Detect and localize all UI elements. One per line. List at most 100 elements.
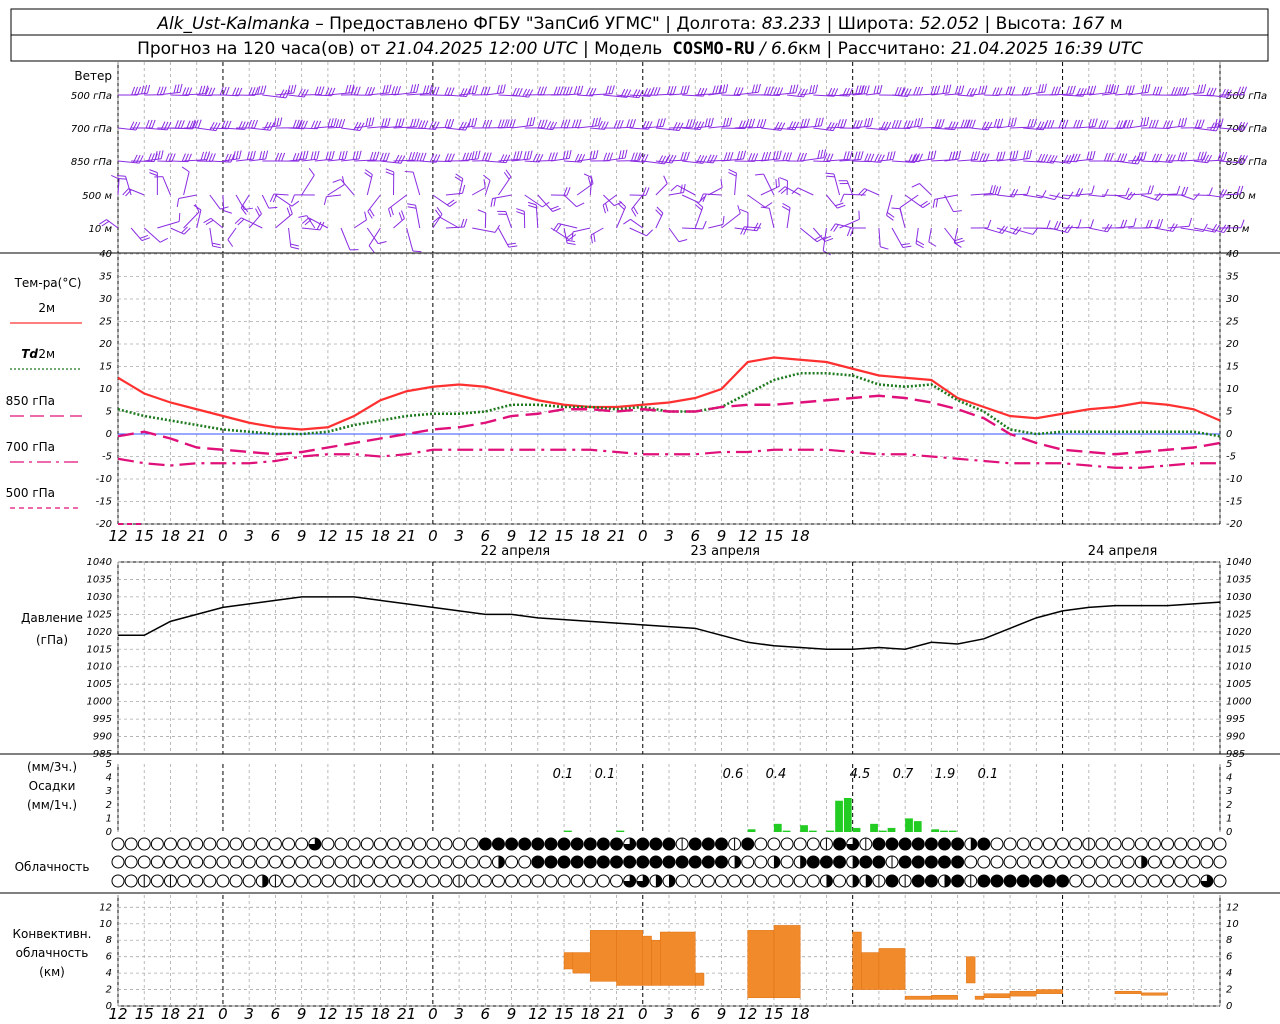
- conv-cloud-bar: [572, 952, 591, 974]
- wind-barb: [1128, 116, 1150, 129]
- precip-total-label: 1.9: [935, 767, 956, 782]
- wind-barb: [1101, 120, 1127, 129]
- wind-barb: [327, 118, 346, 129]
- cloud-cover-icon: [741, 855, 755, 869]
- cloud-cover-icon: [229, 855, 243, 869]
- wind-barb: [367, 117, 391, 129]
- wind-barb: [368, 227, 381, 253]
- cloud-cover-icon: [636, 837, 650, 851]
- wind-barb: [445, 121, 470, 131]
- cloud-cover-icon: [334, 837, 348, 851]
- wind-barb: [261, 194, 278, 209]
- cloud-cover-icon: [610, 837, 624, 851]
- precip-tick-right: 4: [1226, 773, 1232, 784]
- wind-barb: [1141, 119, 1159, 129]
- wind-barb: [983, 151, 1006, 162]
- x-hour-label: 12: [318, 527, 337, 545]
- wind-barb: [642, 118, 666, 129]
- cloud-cover-icon: [150, 855, 164, 869]
- wind-barb: [524, 153, 544, 163]
- cloud-cover-icon: [1082, 855, 1096, 869]
- wind-barb: [1049, 119, 1069, 129]
- wind-barb: [970, 153, 990, 162]
- cloud-cover-icon: [242, 874, 256, 888]
- conv-tick-right: 0: [1226, 1001, 1232, 1012]
- cloud-cover-icon: [308, 855, 322, 869]
- precip-bar: [773, 823, 782, 832]
- wind-barb: [262, 117, 283, 129]
- wind-barb: [498, 87, 523, 97]
- wind-barb: [380, 118, 405, 129]
- cloud-cover-icon: [885, 855, 899, 869]
- wind-barb: [590, 227, 604, 244]
- temp-legend-label: 850 гПа: [6, 394, 55, 408]
- wind-barb: [1115, 85, 1135, 96]
- wind-barb: [314, 118, 337, 129]
- cloud-cover-icon: [964, 855, 978, 869]
- cloud-cover-icon: [426, 855, 440, 869]
- pressure-tick-left: 1005: [87, 679, 112, 690]
- cloud-cover-icon: [1029, 837, 1043, 851]
- header-model-label: | Модель: [578, 39, 663, 59]
- wind-barb: [826, 118, 847, 129]
- conv-cloud-bar: [966, 956, 976, 984]
- wind-barb: [262, 89, 291, 99]
- precip-title: Осадки: [29, 779, 76, 793]
- wind-barb: [209, 120, 232, 130]
- cloud-cover-icon: [1095, 837, 1109, 851]
- cloud-cover-icon: [321, 855, 335, 869]
- header-dash: –: [310, 14, 324, 34]
- wind-barb: [459, 117, 478, 129]
- cloud-cover-icon: [859, 855, 873, 869]
- wind-barb: [419, 86, 440, 96]
- wind-barb: [1128, 83, 1151, 96]
- wind-barb: [668, 183, 686, 196]
- precip-unit-bottom: (мм/1ч.): [27, 798, 77, 812]
- cloud-cover-icon: [308, 837, 322, 851]
- wind-barb: [193, 204, 202, 229]
- wind-barb: [1141, 218, 1164, 229]
- wind-barb: [1114, 191, 1136, 201]
- cloud-cover-icon: [793, 837, 807, 851]
- wind-barb: [1128, 185, 1154, 196]
- cloud-cover-icon: [885, 837, 899, 851]
- x-hour-label-bottom: 12: [318, 1005, 337, 1023]
- wind-barb: [406, 227, 422, 253]
- cloud-cover-icon: [478, 837, 492, 851]
- header-model-name: COSMO-RU: [662, 39, 754, 59]
- precip-bar: [747, 829, 756, 832]
- cloud-cover-icon: [1016, 874, 1030, 888]
- wind-barb: [668, 118, 696, 129]
- cloud-cover-icon: [767, 837, 781, 851]
- conv-tick-left: 6: [106, 952, 112, 963]
- cloud-cover-icon: [1082, 837, 1096, 851]
- cloud-cover-icon: [400, 837, 414, 851]
- x-hour-label-bottom: 15: [345, 1005, 364, 1023]
- cloud-cover-icon: [347, 837, 361, 851]
- cloud-cover-icon: [124, 837, 138, 851]
- wind-barb: [332, 178, 355, 196]
- precip-bar: [808, 830, 817, 832]
- cloud-cover-icon: [649, 874, 663, 888]
- conv-tick-right: 2: [1226, 985, 1232, 996]
- wind-barb: [865, 121, 892, 131]
- cloud-cover-icon: [846, 874, 860, 888]
- precip-tick-left: 1: [106, 813, 112, 824]
- cloud-cover-icon: [964, 874, 978, 888]
- conv-tick-left: 10: [99, 919, 112, 930]
- cloud-cover-icon: [780, 837, 794, 851]
- wind-barb: [288, 120, 308, 130]
- wind-barb: [839, 84, 865, 96]
- pressure-tick-left: 1010: [87, 662, 112, 673]
- wind-barb: [1180, 192, 1200, 201]
- cloud-cover-icon: [203, 855, 217, 869]
- wind-barb: [953, 227, 962, 248]
- wind-level-label-right: 500 гПа: [1226, 91, 1267, 102]
- cloud-cover-icon: [452, 855, 466, 869]
- wind-barb: [563, 194, 585, 208]
- pressure-tick-left: 1015: [87, 644, 112, 655]
- cloud-cover-icon: [1056, 855, 1070, 869]
- wind-barb: [563, 227, 576, 245]
- wind-barb: [445, 218, 468, 229]
- wind-barb: [800, 117, 824, 129]
